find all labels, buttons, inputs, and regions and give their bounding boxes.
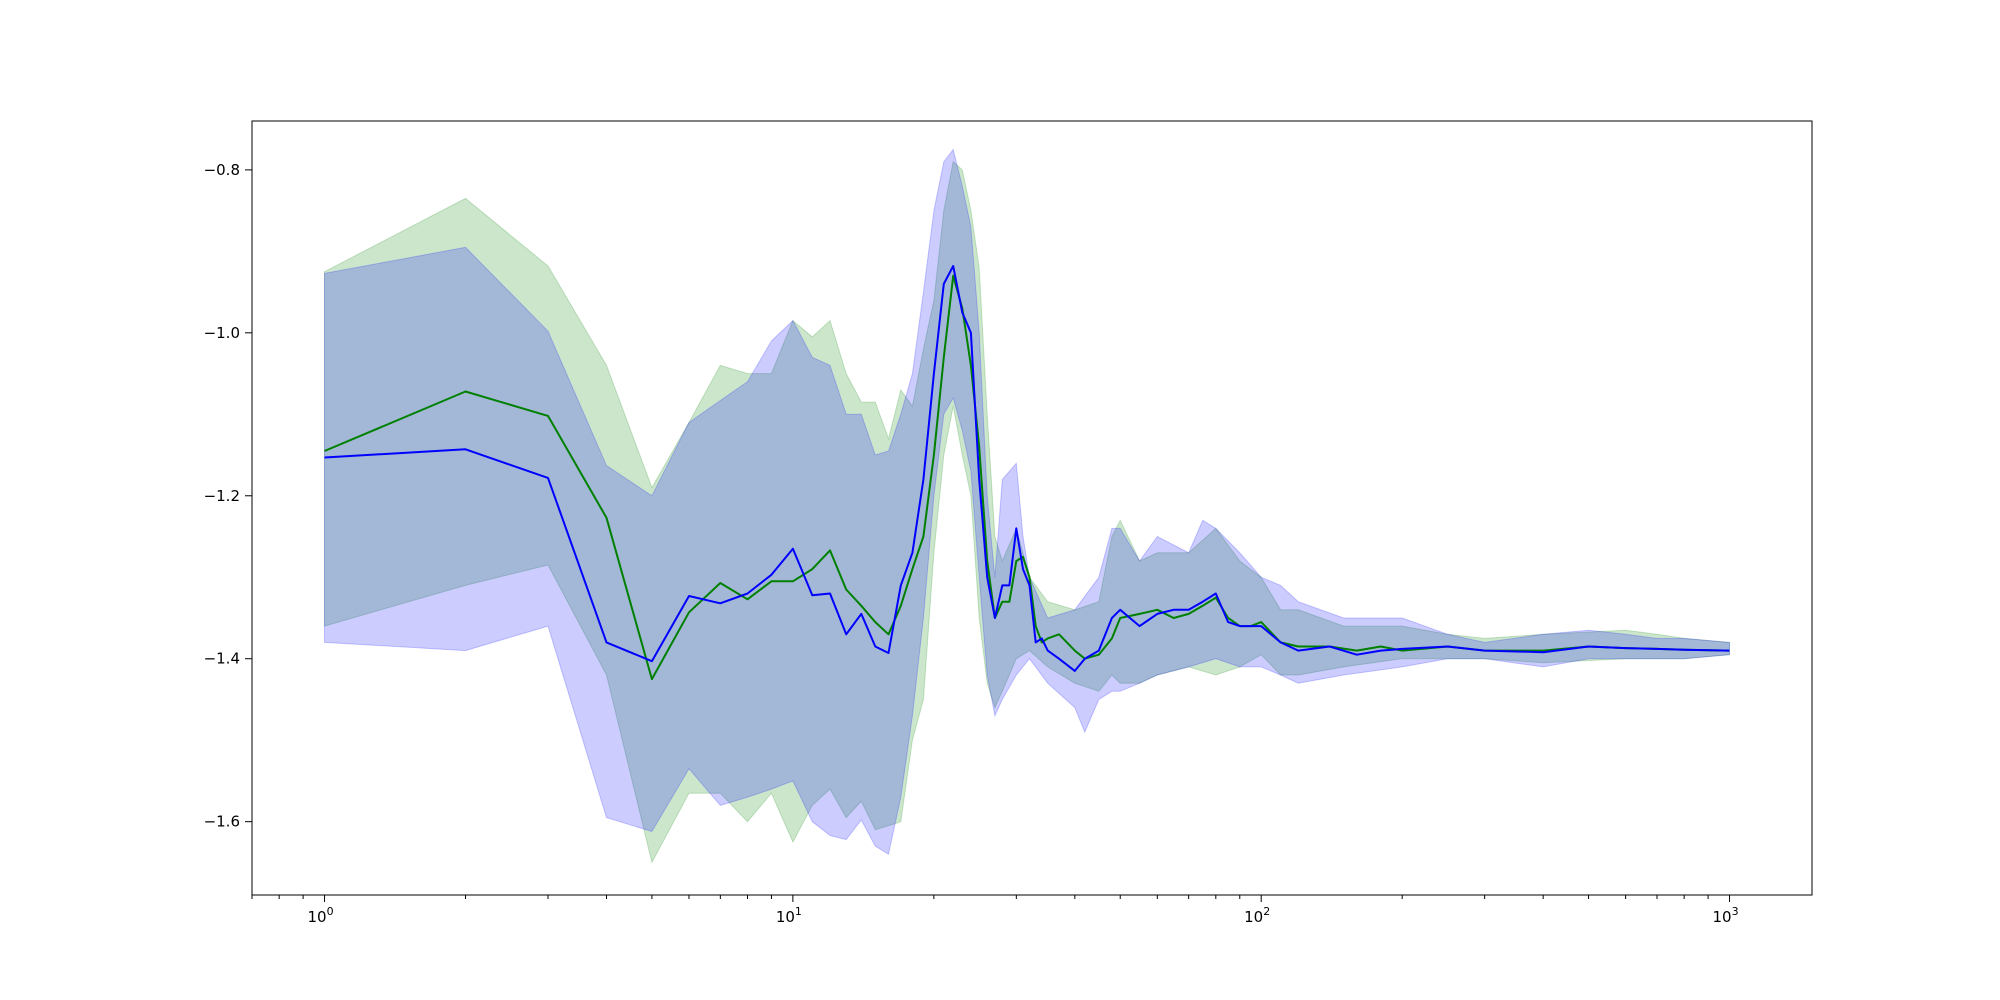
y-tick-label: −1.6 bbox=[204, 813, 240, 831]
series-line-2 bbox=[324, 265, 1730, 672]
x-tick-label: 101 bbox=[776, 905, 802, 926]
x-axis: 100 101 102 103 bbox=[251, 895, 1739, 926]
y-tick-label: −1.2 bbox=[204, 487, 240, 505]
y-tick-label: −0.8 bbox=[204, 161, 240, 179]
confidence-band-1 bbox=[324, 160, 1730, 864]
confidence-band-2 bbox=[324, 148, 1730, 856]
y-tick-label: −1.4 bbox=[204, 650, 240, 668]
x-tick-label: 100 bbox=[307, 905, 333, 926]
x-tick-label: 102 bbox=[1244, 905, 1270, 926]
y-tick-label: −1.0 bbox=[204, 324, 240, 342]
axes-frame bbox=[251, 120, 1813, 896]
x-tick-label: 103 bbox=[1712, 905, 1738, 926]
y-axis: −0.8 −1.0 −1.2 −1.4 −1.6 bbox=[204, 161, 252, 831]
series-line-1 bbox=[324, 274, 1730, 681]
plot-area bbox=[324, 148, 1730, 864]
